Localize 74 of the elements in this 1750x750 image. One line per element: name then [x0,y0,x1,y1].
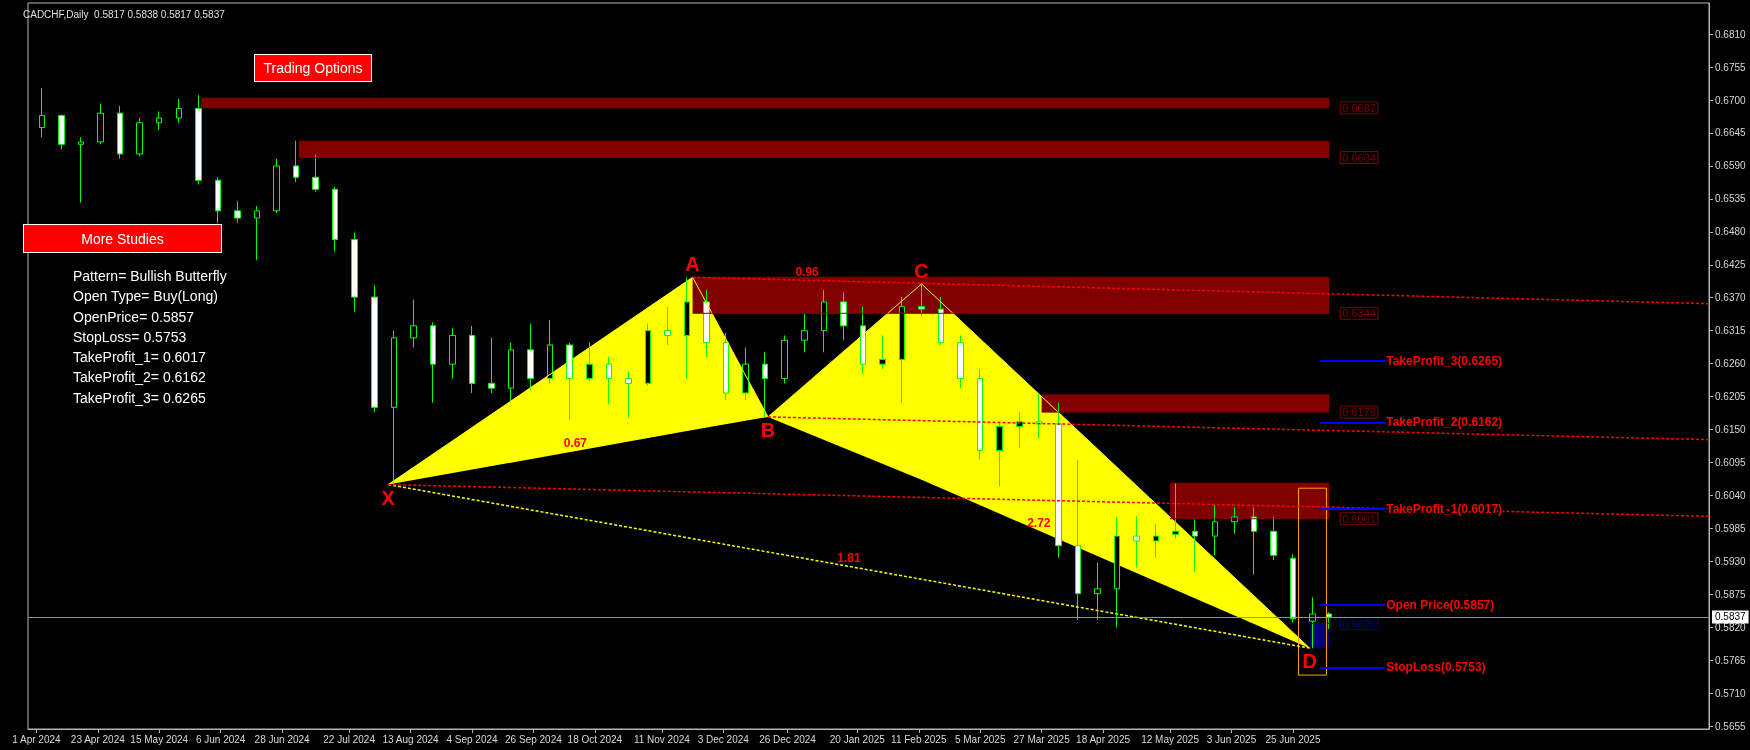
x-tick-label: 4 Sep 2024 [446,733,498,745]
annotation: StopLoss= 0.5753 [73,327,188,347]
ref-line-label: Open Price(0.5857) [1386,598,1495,613]
x-tick-label: 28 Jun 2024 [254,733,311,745]
x-tick-label: 18 Apr 2025 [1076,733,1131,745]
x-tick-label: 13 Aug 2024 [382,733,440,745]
x-tick-label: 3 Dec 2024 [697,733,750,745]
data-label: 0.6001 [1342,512,1376,525]
annotation: Open Type= Buy(Long) [73,287,219,307]
x-tick-label: 11 Feb 2025 [891,733,947,745]
y-tick-label: 0.6535 [1715,193,1747,205]
data-label: 0.6604 [1342,151,1376,164]
x-tick-label: 1 Apr 2024 [12,733,61,745]
data-label: 0.5826 [1342,617,1376,630]
ref-line-label: StopLoss(0.5753) [1386,660,1486,675]
y-tick-label: 0.6645 [1715,127,1747,139]
data-label: 0.6344 [1342,307,1376,320]
annotation: 0.67 [563,436,588,451]
annotation: D [1302,650,1317,673]
y-tick-label: 0.6315 [1715,325,1747,337]
x-tick-label: 3 Jun 2025 [1206,733,1257,745]
ref-line-label: TakeProfit_1(0.6017) [1386,502,1503,517]
y-tick-label: 0.6205 [1715,391,1747,403]
ref-line-label: TakeProfit_2(0.6162) [1386,415,1503,430]
text: CADCHF,Daily 0.5817 0.5838 0.5817 0.5837 [23,8,226,20]
y-tick-label: 0.6755 [1715,61,1747,73]
button: Trading Options [254,54,372,82]
x-tick-label: 11 Nov 2024 [633,733,691,745]
annotation: A [685,253,700,276]
y-tick-label: 0.6810 [1715,28,1747,40]
ref-line-label: 0.5837 [1715,611,1747,623]
y-tick-label: 0.6700 [1715,94,1747,106]
x-tick-label: 18 Oct 2024 [567,733,623,745]
y-tick-label: 0.5710 [1715,687,1747,699]
y-tick-label: 0.6150 [1715,423,1747,435]
x-tick-label: 15 May 2024 [130,733,189,745]
y-tick-label: 0.5985 [1715,522,1747,534]
y-tick-label: 0.5930 [1715,555,1747,567]
button: More Studies [23,224,222,253]
x-tick-label: 5 Mar 2025 [954,733,1006,745]
y-tick-label: 0.5765 [1715,654,1747,666]
annotation: Pattern= Bullish Butterfly [73,267,227,286]
y-tick-label: 0.6095 [1715,456,1747,468]
annotation: 1.81 [837,551,861,566]
x-tick-label: 20 Jan 2025 [829,733,886,745]
y-tick-label: 0.5820 [1715,621,1747,633]
x-tick-label: 6 Jun 2024 [195,733,246,745]
annotation: B [760,418,776,441]
y-tick-label: 0.5655 [1715,720,1747,732]
annotation: X [381,486,396,509]
data-label: 0.6687 [1342,101,1376,114]
x-tick-label: 26 Dec 2024 [759,733,817,745]
annotation: TakeProfit_3= 0.6265 [73,388,207,408]
annotation: 0.96 [795,264,820,279]
y-tick-label: 0.6040 [1715,489,1747,501]
x-tick-label: 12 May 2025 [1141,733,1200,745]
annotation: C [914,259,929,282]
y-tick-label: 0.6590 [1715,160,1747,172]
y-tick-label: 0.6370 [1715,292,1747,304]
annotation: TakeProfit_1= 0.6017 [73,348,207,368]
annotation: 2.72 [1027,515,1051,530]
x-tick-label: 26 Sep 2024 [505,733,563,745]
x-tick-label: 25 Jun 2025 [1265,733,1321,745]
annotation: OpenPrice= 0.5857 [73,307,196,327]
annotation: TakeProfit_2= 0.6162 [73,368,207,388]
data-label: 0.6179 [1342,406,1376,419]
ref-line-label: TakeProfit_3(0.6265) [1386,353,1503,368]
x-tick-label: 22 Jul 2024 [323,733,376,745]
y-tick-label: 0.6480 [1715,226,1747,238]
x-tick-label: 27 Mar 2025 [1013,733,1071,745]
y-tick-label: 0.6260 [1715,358,1747,370]
x-tick-label: 23 Apr 2024 [70,733,126,745]
y-tick-label: 0.5875 [1715,588,1747,600]
y-tick-label: 0.6425 [1715,259,1747,271]
